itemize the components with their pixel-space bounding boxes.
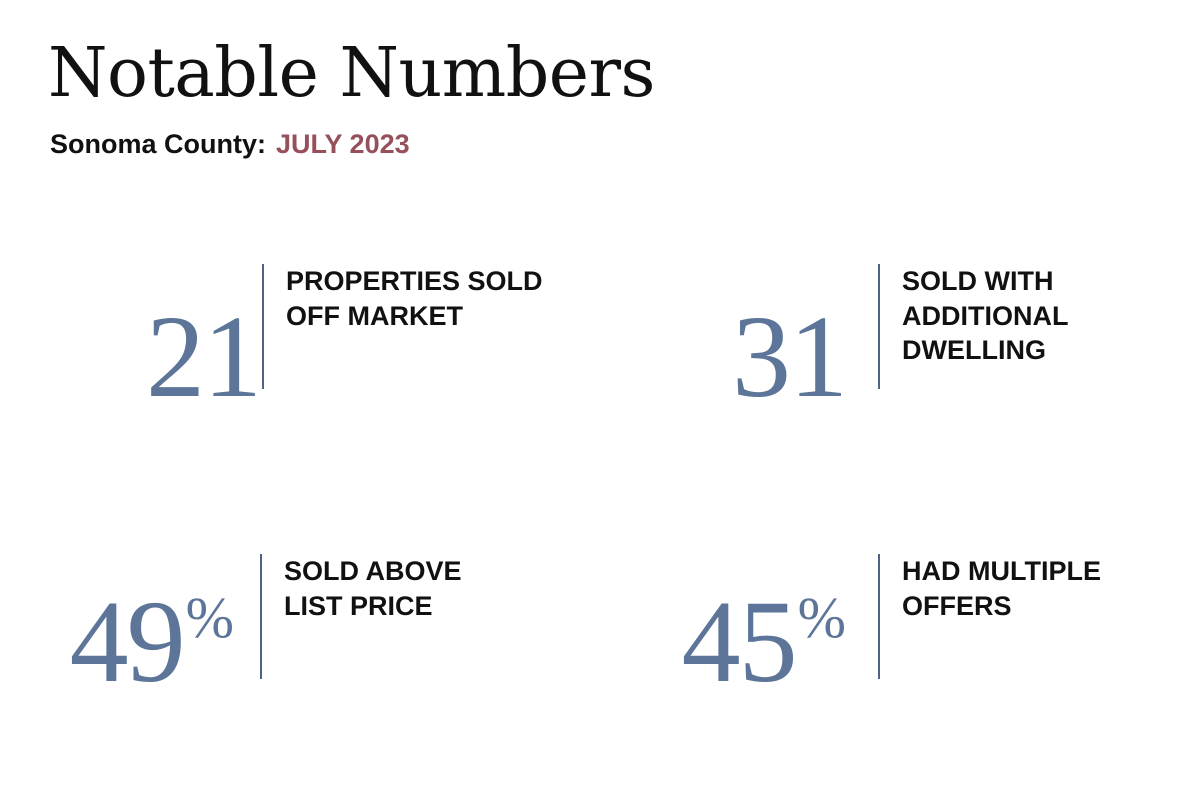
stat-divider: [878, 264, 880, 389]
stat-number: 49: [69, 576, 186, 707]
stat-label: PROPERTIES SOLD OFF MARKET: [286, 266, 543, 331]
stat-sold-above-list-price: 49% SOLD ABOVE LIST PRICE: [0, 554, 600, 701]
stat-divider: [260, 554, 262, 679]
stat-had-multiple-offers: 45% HAD MULTIPLE OFFERS: [0, 554, 1194, 701]
stat-label: SOLD WITH ADDITIONAL DWELLING: [902, 266, 1069, 365]
stat-value: 21: [146, 274, 262, 416]
stat-properties-sold-off-market: 21 PROPERTIES SOLD OFF MARKET: [0, 264, 600, 416]
stat-label: HAD MULTIPLE OFFERS: [902, 556, 1101, 621]
stat-number: 21: [146, 291, 262, 422]
stat-value: 45%: [682, 559, 878, 701]
subtitle: Sonoma County: JULY 2023: [50, 126, 410, 162]
stat-number: 45: [681, 576, 798, 707]
stat-value: 49%: [70, 559, 260, 701]
stat-suffix: %: [797, 585, 846, 650]
stat-divider: [878, 554, 880, 679]
stat-label: SOLD ABOVE LIST PRICE: [284, 556, 462, 621]
stat-value: 31: [732, 274, 878, 416]
period-label: JULY 2023: [276, 129, 410, 159]
stat-divider: [262, 264, 264, 389]
page-title: Notable Numbers: [48, 34, 655, 113]
region-label: Sonoma County:: [50, 129, 266, 159]
stat-suffix: %: [185, 585, 234, 650]
stat-number: 31: [732, 291, 848, 422]
stat-sold-with-additional-dwelling: 31 SOLD WITH ADDITIONAL DWELLING: [0, 264, 1194, 416]
